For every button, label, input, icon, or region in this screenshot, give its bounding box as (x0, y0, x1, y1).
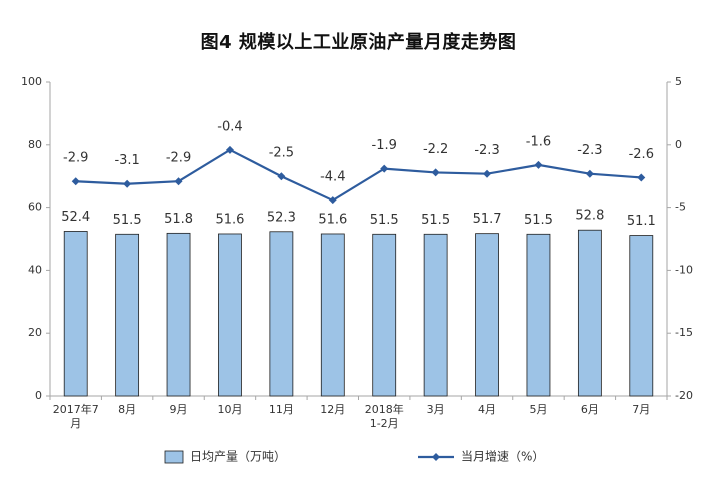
y-left-tick-label: 20 (28, 326, 42, 339)
x-tick-label: 2018年 (365, 402, 404, 416)
growth-point (123, 179, 132, 188)
y-right-tick-label: 5 (675, 75, 682, 88)
legend-line-marker (432, 453, 440, 461)
bar-value-label: 52.8 (575, 209, 604, 224)
growth-value-label: -2.9 (63, 151, 88, 166)
x-tick-label: 6月 (581, 403, 599, 416)
bar-value-label: 51.5 (113, 213, 142, 228)
growth-point (225, 145, 234, 154)
growth-value-label: -2.3 (577, 143, 602, 158)
legend-bar-label: 日均产量（万吨） (190, 450, 286, 464)
growth-value-label: -2.3 (474, 143, 499, 158)
x-tick-label: 2017年7 (53, 402, 99, 416)
y-left-tick-label: 0 (35, 389, 42, 402)
x-tick-label: 月 (70, 417, 81, 430)
growth-point (71, 177, 80, 186)
growth-value-label: -2.9 (166, 151, 191, 166)
bar-value-label: 51.6 (318, 212, 347, 227)
x-tick-label: 9月 (170, 403, 188, 416)
y-left-tick-label: 100 (21, 75, 42, 88)
growth-point (174, 177, 183, 186)
x-tick-label: 8月 (118, 403, 136, 416)
bar-value-label: 51.8 (164, 212, 193, 227)
legend-line-label: 当月增速（%） (461, 450, 544, 464)
bar (629, 235, 654, 397)
growth-value-label: -3.1 (114, 153, 139, 168)
bar-value-label: 51.7 (473, 212, 502, 227)
growth-point (380, 164, 389, 173)
bar-value-label: 51.1 (627, 214, 656, 229)
growth-point (534, 160, 543, 169)
y-right-tick-label: -5 (675, 201, 686, 214)
bar-value-label: 51.5 (524, 213, 553, 228)
x-tick-label: 5月 (529, 403, 547, 416)
x-tick-label: 11月 (269, 403, 294, 416)
y-left-tick-label: 40 (28, 263, 42, 276)
bar (320, 233, 345, 397)
growth-value-label: -2.2 (423, 142, 448, 157)
growth-point (483, 169, 492, 178)
growth-point (328, 196, 337, 205)
x-tick-label: 1-2月 (370, 417, 399, 430)
x-tick-label: 7月 (632, 403, 650, 416)
y-right-tick-label: -20 (675, 389, 693, 402)
bar-value-label: 52.4 (61, 210, 90, 225)
bar (526, 233, 551, 397)
bar (372, 233, 397, 397)
growth-value-label: -1.9 (372, 138, 397, 153)
growth-point (431, 168, 440, 177)
growth-line (75, 148, 642, 202)
bar (577, 229, 602, 397)
x-tick-label: 4月 (478, 403, 496, 416)
y-right-tick-label: 0 (675, 138, 682, 151)
bar-value-label: 51.5 (370, 213, 399, 228)
bar-value-label: 51.6 (215, 212, 244, 227)
chart-title: 图4 规模以上工业原油产量月度走势图 (200, 32, 517, 53)
x-tick-label: 12月 (320, 403, 345, 416)
y-right-tick-label: -15 (675, 326, 693, 339)
growth-value-label: -2.6 (629, 147, 654, 162)
growth-value-label: -2.5 (269, 146, 294, 161)
y-left-tick-label: 80 (28, 138, 42, 151)
bar (218, 233, 242, 397)
bar (115, 233, 140, 397)
bar-value-label: 52.3 (267, 210, 296, 225)
growth-value-label: -4.4 (320, 170, 345, 185)
legend-bar-swatch (164, 450, 184, 464)
bar (166, 232, 191, 397)
bar (423, 233, 448, 397)
growth-point (585, 169, 594, 178)
growth-point (637, 173, 646, 182)
growth-value-label: -0.4 (217, 119, 242, 134)
bar (63, 231, 88, 397)
growth-value-label: -1.6 (526, 134, 551, 149)
bar-value-label: 51.5 (421, 213, 450, 228)
x-tick-label: 10月 (217, 403, 242, 416)
growth-point (277, 172, 286, 181)
bar (475, 233, 499, 397)
y-right-tick-label: -10 (675, 263, 693, 276)
x-tick-label: 3月 (427, 403, 445, 416)
bar (269, 231, 294, 397)
y-left-tick-label: 60 (28, 201, 42, 214)
